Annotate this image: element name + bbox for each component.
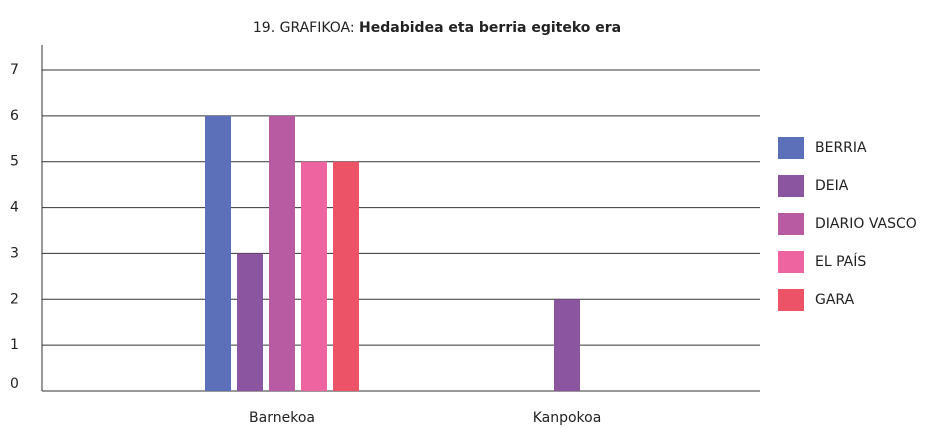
legend-swatch	[778, 137, 804, 159]
chart-title: 19. GRAFIKOA: Hedabidea eta berria egite…	[253, 20, 621, 36]
y-tick-label: 2	[10, 291, 19, 307]
legend-swatch	[778, 213, 804, 235]
x-tick-label: Kanpokoa	[533, 410, 602, 426]
title-main: Hedabidea eta berria egiteko era	[359, 20, 621, 36]
bar	[554, 299, 580, 391]
legend-label: DEIA	[815, 178, 849, 194]
bar	[269, 115, 295, 391]
y-tick-label: 1	[10, 337, 19, 353]
y-tick-label: 0	[10, 376, 19, 392]
bar	[333, 161, 359, 391]
y-tick-label: 4	[10, 200, 19, 216]
legend-swatch	[778, 251, 804, 273]
y-tick-label: 6	[10, 108, 19, 124]
legend-label: DIARIO VASCO	[815, 216, 917, 232]
title-prefix: 19. GRAFIKOA:	[253, 20, 355, 36]
legend-swatch	[778, 175, 804, 197]
legend-label: BERRIA	[815, 140, 867, 156]
bar	[237, 253, 263, 391]
legend-label: GARA	[815, 292, 855, 308]
y-tick-label: 7	[10, 62, 19, 78]
legend-label: EL PAÍS	[815, 253, 866, 270]
x-tick-label: Barnekoa	[249, 410, 315, 426]
bar	[205, 115, 231, 391]
legend-swatch	[778, 289, 804, 311]
y-tick-label: 5	[10, 154, 19, 170]
y-tick-label: 3	[10, 245, 19, 261]
bar	[301, 161, 327, 391]
